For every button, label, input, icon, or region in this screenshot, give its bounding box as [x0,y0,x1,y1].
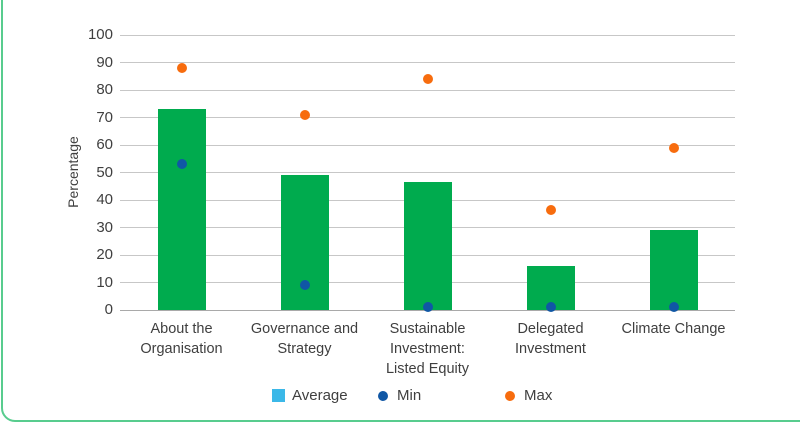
gridline-90 [120,62,735,63]
y-tick-label-60: 60 [96,136,113,153]
gridline-80 [120,89,735,91]
bar-average-2 [403,182,452,310]
legend-label-min: Min [397,387,422,404]
dot-min-4 [668,302,679,313]
dot-min-3 [545,302,556,313]
y-axis-tick-labels: 0 10 20 30 40 50 60 70 80 90 100 [68,26,113,318]
category-label-0: About the Organisation [140,321,223,357]
y-tick-label-40: 40 [96,191,113,208]
y-tick-label-0: 0 [104,301,113,318]
dot-max-2 [422,74,433,84]
gridline-70 [120,117,735,118]
legend-label-average: Average [292,387,348,404]
legend-item-max: Max [505,387,552,404]
dot-max-3 [545,204,556,215]
category-label-4: Climate Change [621,321,726,337]
y-tick-label-80: 80 [96,81,113,98]
dot-min-1 [299,280,310,291]
legend-label-max: Max [524,387,553,404]
y-tick-label-50: 50 [96,163,113,181]
chart-legend: Average Min Max [272,387,552,404]
category-label-1: Governance and Strategy [250,321,359,357]
dot-max-0 [176,63,187,73]
y-tick-label-20: 20 [96,246,113,263]
x-axis-category-labels: About the Organisation Governance and Str… [120,319,735,379]
legend-average-square-icon [272,389,285,402]
y-tick-label-10: 10 [96,273,113,291]
gridline-100 [120,34,735,36]
legend-min-circle-icon [378,390,388,401]
bar-average-4 [649,230,698,310]
gridline-60 [120,144,735,146]
category-label-3: Delegated Investment [515,321,586,357]
legend-item-average: Average [272,387,378,404]
dot-min-0 [176,159,187,170]
y-tick-label-70: 70 [96,108,113,126]
plot-area [120,34,735,313]
y-tick-label-100: 100 [87,26,113,43]
dot-max-4 [668,142,679,153]
category-label-2: Sustainable Investment: Listed Equity [385,321,470,377]
legend-item-min: Min [378,387,505,404]
y-tick-label-30: 30 [96,218,113,236]
legend-max-circle-icon [505,390,515,401]
bar-average-0 [157,109,206,310]
dot-min-2 [422,302,433,313]
gridline-50 [120,172,735,173]
y-tick-label-90: 90 [96,53,113,71]
dot-max-1 [299,109,310,120]
